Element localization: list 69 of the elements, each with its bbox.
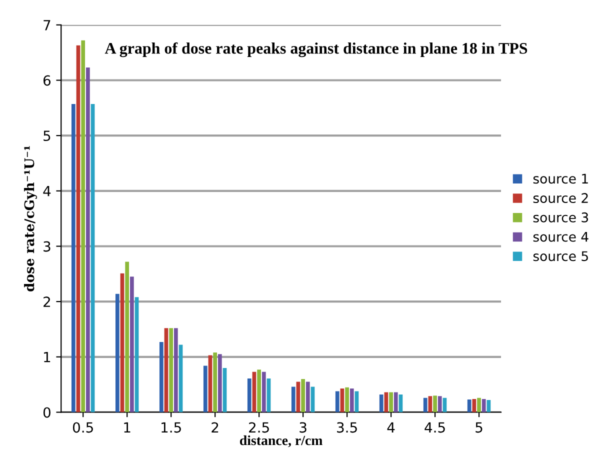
bar xyxy=(467,400,472,412)
bar xyxy=(134,297,139,412)
x-tick-label: 1.5 xyxy=(162,422,181,433)
y-tick-label: 0 xyxy=(43,407,50,418)
bar xyxy=(423,398,428,412)
bar xyxy=(266,378,271,412)
bar xyxy=(354,391,359,412)
legend-label: source 2 xyxy=(533,193,588,204)
bar xyxy=(306,382,310,412)
bar xyxy=(428,396,432,412)
bar xyxy=(81,40,86,412)
x-tick-label: 1 xyxy=(124,422,130,433)
bar xyxy=(174,328,178,412)
y-tick-label: 1 xyxy=(44,352,50,362)
y-axis-title: dose rate/cGyh⁻¹U⁻¹ xyxy=(24,146,37,292)
y-tick-label: 3 xyxy=(44,241,50,252)
bar xyxy=(257,370,261,412)
x-tick-label: 2.5 xyxy=(249,422,269,433)
legend-label: source 4 xyxy=(533,232,588,242)
bar xyxy=(482,398,486,412)
bar xyxy=(472,398,476,412)
bar xyxy=(86,68,90,412)
bar xyxy=(222,368,227,412)
bar xyxy=(301,379,305,412)
bar xyxy=(71,104,76,412)
bar xyxy=(115,294,120,412)
bar xyxy=(218,354,222,412)
y-tick-label: 5 xyxy=(44,130,50,142)
y-tick-label: 2 xyxy=(44,296,50,307)
bar xyxy=(350,388,354,412)
bar xyxy=(262,372,266,412)
bar xyxy=(438,396,442,412)
legend-label: source 3 xyxy=(533,212,588,222)
bar xyxy=(125,262,130,412)
y-tick-label: 7 xyxy=(44,20,50,30)
bar xyxy=(208,355,212,412)
x-tick-label: 3.5 xyxy=(337,422,357,433)
bar xyxy=(164,328,168,412)
y-tick-label: 6 xyxy=(44,75,51,86)
bar xyxy=(159,342,164,412)
text: A graph of dose rate peaks against distance in plane 18 in TPS xyxy=(104,42,528,58)
bar xyxy=(178,344,183,412)
x-tick-label: 3 xyxy=(300,422,306,433)
x-tick-label: 4 xyxy=(387,422,395,433)
bar xyxy=(203,366,208,412)
bar xyxy=(252,372,256,412)
bar xyxy=(291,386,296,412)
y-tick-label: 4 xyxy=(43,186,51,196)
legend-label: source 5 xyxy=(533,251,588,262)
x-axis-title: distance, r/cm xyxy=(240,435,322,448)
x-tick-label: 0.5 xyxy=(72,422,93,433)
bar xyxy=(76,45,80,412)
bar xyxy=(213,352,218,412)
bar xyxy=(394,392,398,412)
bar xyxy=(169,328,174,412)
bar xyxy=(389,392,393,412)
bar xyxy=(120,273,124,412)
bar xyxy=(335,391,340,412)
x-tick-label: 5 xyxy=(476,422,482,433)
x-tick-label: 2 xyxy=(212,422,218,433)
bar xyxy=(433,396,437,412)
bar xyxy=(345,387,349,412)
bar xyxy=(247,378,252,412)
bar xyxy=(90,104,95,412)
bar xyxy=(130,276,134,412)
legend-label: source 1 xyxy=(533,174,588,184)
bar xyxy=(477,398,481,412)
bar xyxy=(379,394,384,412)
x-tick-label: 4.5 xyxy=(424,422,445,433)
